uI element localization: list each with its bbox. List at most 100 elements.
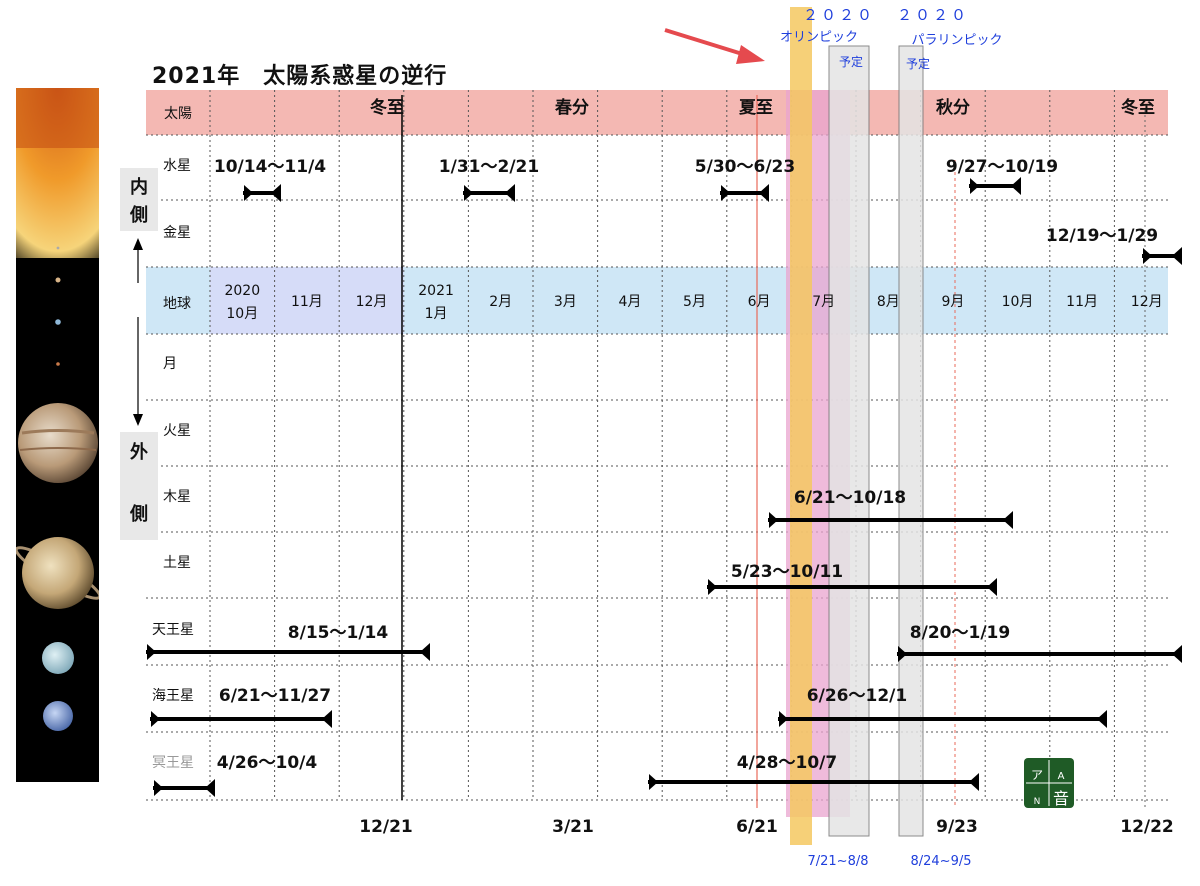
logo: ア A N 音 xyxy=(1024,758,1074,808)
retrograde-end-marker xyxy=(1003,511,1013,529)
season-label: 冬至 xyxy=(1121,97,1155,118)
olympics-year: ２０２０ xyxy=(803,6,875,24)
logo-char: 音 xyxy=(1053,789,1069,808)
planet-label: 月 xyxy=(163,356,177,372)
retrograde-label: 8/15〜1/14 xyxy=(288,623,389,643)
retrograde-end-marker xyxy=(1011,177,1021,195)
planet-label: 地球 xyxy=(163,296,191,312)
retrograde-start-marker xyxy=(779,711,788,727)
retrograde-label: 5/23〜10/11 xyxy=(731,562,843,582)
retrograde-start-marker xyxy=(769,512,778,528)
pointer-arrow-line xyxy=(664,28,753,59)
month-label: 10月 xyxy=(1002,294,1034,310)
bottom-date-label: 9/23 xyxy=(936,817,978,837)
inner-label-box xyxy=(120,168,158,231)
earth-band-highlight xyxy=(210,267,404,334)
paralympics-planned: 予定 xyxy=(906,56,930,71)
inner-label: 側 xyxy=(129,204,148,226)
retrograde-start-marker xyxy=(154,780,163,796)
retrograde-end-marker xyxy=(505,184,515,202)
planet-label: 海王星 xyxy=(152,688,194,704)
retrograde-end-marker xyxy=(969,773,979,791)
retrograde-start-marker xyxy=(147,644,156,660)
retrograde-start-marker xyxy=(151,711,160,727)
month-label: 11月 xyxy=(1066,294,1098,310)
planet-label: 土星 xyxy=(163,555,191,571)
month-label: 6月 xyxy=(748,294,771,310)
bottom-date-label: 3/21 xyxy=(552,817,594,837)
retrograde-start-marker xyxy=(464,185,473,201)
paralympics-dates: 8/24~9/5 xyxy=(910,854,971,869)
season-label: 秋分 xyxy=(936,97,970,118)
retrograde-label: 4/26〜10/4 xyxy=(217,753,318,773)
month-label: 1月 xyxy=(425,306,448,322)
planet-label: 金星 xyxy=(163,225,191,241)
retrograde-label: 8/20〜1/19 xyxy=(910,623,1010,643)
retrograde-end-marker xyxy=(1172,247,1182,265)
retrograde-label: 4/28〜10/7 xyxy=(737,753,837,773)
month-label: 10月 xyxy=(226,306,258,322)
retrograde-label: 6/21〜11/27 xyxy=(219,686,331,706)
retrograde-label: 9/27〜10/19 xyxy=(946,157,1058,177)
retrograde-label: 6/26〜12/1 xyxy=(807,686,907,706)
month-label: 12月 xyxy=(1131,294,1163,310)
retrograde-label: 10/14〜11/4 xyxy=(214,157,326,177)
page-title: 2021年 太陽系惑星の逆行 xyxy=(152,64,448,89)
retrograde-start-marker xyxy=(898,646,907,662)
month-label: 11月 xyxy=(291,294,323,310)
outer-label-box xyxy=(120,432,158,540)
month-label: 9月 xyxy=(941,294,964,310)
month-label: 2月 xyxy=(489,294,512,310)
logo-char: ア xyxy=(1031,768,1043,782)
retrograde-start-marker xyxy=(721,185,730,201)
bottom-date-label: 6/21 xyxy=(736,817,778,837)
season-label: 夏至 xyxy=(739,98,773,118)
retrograde-start-marker xyxy=(708,579,717,595)
month-label: 12月 xyxy=(356,294,388,310)
retrograde-label: 1/31〜2/21 xyxy=(439,157,539,177)
inner-label: 内 xyxy=(130,176,148,198)
outer-label: 外 xyxy=(130,441,148,463)
retrograde-label: 6/21〜10/18 xyxy=(794,488,906,508)
olympics-planned: 予定 xyxy=(839,54,863,69)
retrograde-end-marker xyxy=(1172,645,1182,663)
bottom-date-label: 12/21 xyxy=(359,817,413,837)
logo-char: A xyxy=(1058,771,1065,782)
olympics-dates: 7/21~8/8 xyxy=(807,854,868,869)
retrograde-end-marker xyxy=(759,184,769,202)
retrograde-start-marker xyxy=(649,774,658,790)
retrograde-end-marker xyxy=(205,779,215,797)
retrograde-end-marker xyxy=(271,184,281,202)
retrograde-start-marker xyxy=(1143,248,1152,264)
planet-label: 水星 xyxy=(163,158,191,174)
season-label: 春分 xyxy=(555,97,589,118)
olympics-title: オリンピック xyxy=(780,30,858,45)
planet-label: 冥王星 xyxy=(152,755,194,771)
month-label: 5月 xyxy=(683,294,706,310)
retrograde-start-marker xyxy=(244,185,253,201)
month-label: 7月 xyxy=(812,294,835,310)
planet-label: 天王星 xyxy=(152,622,194,638)
paralympic-event-box xyxy=(898,45,924,837)
month-label: 8月 xyxy=(877,294,900,310)
retrograde-label: 5/30〜6/23 xyxy=(695,157,795,177)
month-year-label: 2020 xyxy=(224,283,260,299)
down-arrow-icon xyxy=(133,414,143,426)
paralympics-year: ２０２０ xyxy=(897,6,969,24)
paralympics-title: パラリンピック xyxy=(911,33,1002,48)
season-label: 冬至 xyxy=(370,97,404,118)
bottom-date-label: 12/22 xyxy=(1120,817,1174,837)
sun-band xyxy=(146,90,1168,135)
up-arrow-icon xyxy=(133,238,143,250)
month-label: 4月 xyxy=(618,294,641,310)
retrograde-end-marker xyxy=(420,643,430,661)
month-year-label: 2021 xyxy=(418,283,454,299)
retrograde-end-marker xyxy=(1097,710,1107,728)
pointer-arrow-icon xyxy=(736,45,765,64)
retrograde-end-marker xyxy=(322,710,332,728)
retrograde-start-marker xyxy=(970,178,979,194)
olympic-event-box xyxy=(828,45,870,837)
solar-system-image xyxy=(16,88,99,782)
